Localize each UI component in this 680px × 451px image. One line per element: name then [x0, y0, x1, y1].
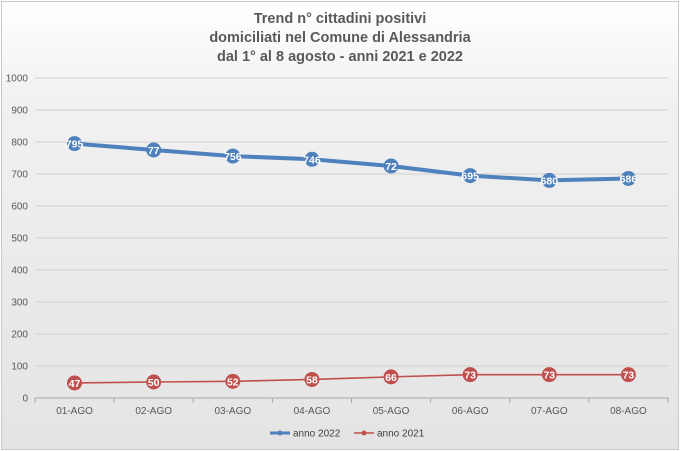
data-label: 52: [227, 376, 239, 388]
data-label: 66: [385, 372, 397, 384]
y-tick-label: 1000: [6, 74, 29, 85]
data-label: 50: [148, 377, 160, 389]
data-point: [383, 158, 399, 174]
data-label: 680: [541, 175, 559, 187]
data-point: [146, 374, 162, 390]
y-tick-label: 800: [11, 138, 28, 149]
x-tick-label: 02-AGO: [135, 406, 172, 417]
series-line-1: [74, 141, 629, 183]
data-point: [462, 367, 478, 383]
chart-title-line-2: domiciliati nel Comune di Alessandria: [209, 30, 471, 46]
data-point: [67, 136, 83, 152]
data-label: 756: [224, 151, 242, 163]
data-point: [146, 142, 162, 158]
x-tick-label: 05-AGO: [373, 406, 410, 417]
data-label: 795: [66, 139, 84, 151]
y-tick-label: 100: [11, 362, 28, 373]
y-tick-label: 0: [22, 394, 28, 405]
y-tick-label: 700: [11, 170, 28, 181]
data-point: [304, 371, 320, 387]
data-point: [383, 369, 399, 385]
legend-marker: [277, 430, 283, 436]
data-point: [67, 375, 83, 391]
data-point: [620, 170, 636, 186]
y-tick-label: 400: [11, 266, 28, 277]
data-point: [462, 168, 478, 184]
data-label: 73: [623, 370, 635, 382]
x-tick-label: 03-AGO: [214, 406, 251, 417]
legend-label: anno 2021: [377, 429, 425, 440]
data-label: 58: [306, 374, 318, 386]
data-label: 746: [303, 154, 321, 166]
y-tick-label: 500: [11, 234, 28, 245]
data-label: 73: [464, 370, 476, 382]
x-tick-label: 08-AGO: [610, 406, 647, 417]
data-label: 686: [620, 173, 638, 185]
y-tick-label: 200: [11, 330, 28, 341]
x-tick-label: 01-AGO: [56, 406, 93, 417]
y-tick-label: 600: [11, 202, 28, 213]
legend-label: anno 2022: [293, 429, 341, 440]
chart-title: Trend n° cittadini positivi domiciliati …: [0, 10, 680, 67]
data-point: [225, 148, 241, 164]
data-point: [541, 367, 557, 383]
y-tick-label: 300: [11, 298, 28, 309]
data-point: [304, 151, 320, 167]
x-tick-label: 04-AGO: [294, 406, 331, 417]
x-tick-label: 06-AGO: [452, 406, 489, 417]
data-label: 695: [461, 171, 479, 183]
y-tick-label: 900: [11, 106, 28, 117]
data-label: 47: [69, 378, 81, 390]
chart-title-line-3: dal 1° al 8 agosto - anni 2021 e 2022: [217, 49, 463, 65]
data-point: [225, 373, 241, 389]
data-label: 72: [385, 161, 397, 173]
data-label: 77: [148, 145, 160, 157]
legend-marker: [361, 430, 367, 436]
data-label: 73: [543, 370, 555, 382]
series-line-2: [74, 373, 629, 384]
data-point: [620, 367, 636, 383]
chart-title-line-1: Trend n° cittadini positivi: [253, 11, 427, 27]
data-point: [541, 172, 557, 188]
x-tick-label: 07-AGO: [531, 406, 568, 417]
